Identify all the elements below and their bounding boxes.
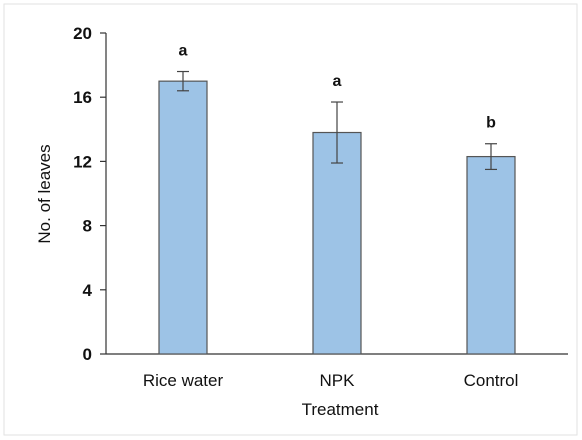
x-axis-title: Treatment	[302, 400, 379, 419]
significance-label: a	[333, 73, 342, 90]
y-tick-label: 8	[83, 217, 92, 236]
y-tick-label: 16	[73, 88, 92, 107]
y-tick-label: 20	[73, 24, 92, 43]
bar	[158, 80, 208, 355]
bar	[312, 131, 362, 355]
y-tick-label: 12	[73, 152, 92, 171]
significance-label: a	[179, 43, 188, 60]
bar	[466, 155, 516, 355]
y-tick-label: 4	[83, 281, 93, 300]
x-tick-label: Control	[464, 371, 519, 390]
significance-label: b	[486, 115, 496, 132]
y-axis-title: No. of leaves	[35, 144, 54, 243]
y-tick-label: 0	[83, 345, 92, 364]
x-tick-label: Rice water	[143, 371, 224, 390]
x-tick-label: NPK	[320, 371, 356, 390]
plot-area: 0 4 8 12 16 20 a Rice water a NPK b Control	[73, 24, 568, 390]
